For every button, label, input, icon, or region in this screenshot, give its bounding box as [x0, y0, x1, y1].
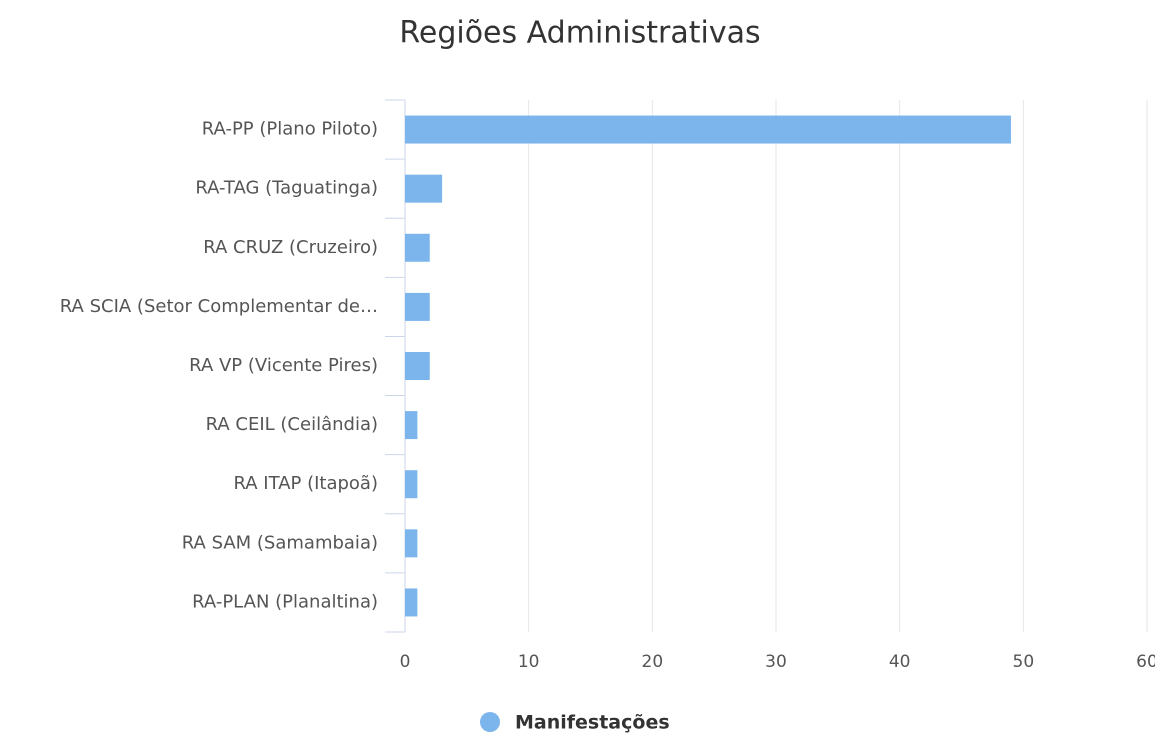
x-tick-label: 10 [518, 652, 540, 672]
bar [405, 115, 1011, 144]
x-tick-label: 20 [642, 652, 664, 672]
y-tick-label: RA-PP (Plano Piloto) [202, 119, 378, 140]
bar [405, 174, 443, 203]
x-tick-label: 60 [1136, 652, 1155, 672]
bar [405, 411, 418, 440]
bar [405, 352, 430, 380]
y-tick-label: RA SCIA (Setor Complementar de… [60, 296, 378, 317]
bar [405, 233, 430, 262]
y-tick-label: RA CRUZ (Cruzeiro) [203, 237, 378, 258]
legend-label: Manifestações [515, 712, 670, 734]
bar [405, 470, 418, 499]
y-tick-label: RA ITAP (Itapoã) [233, 473, 378, 494]
x-tick-label: 30 [765, 652, 787, 672]
y-tick-label: RA VP (Vicente Pires) [189, 355, 378, 376]
y-tick-label: RA-TAG (Taguatinga) [195, 178, 378, 199]
x-tick-label: 40 [889, 652, 911, 672]
y-tick-label: RA-PLAN (Planaltina) [192, 591, 378, 612]
bar [405, 292, 430, 321]
y-tick-label: RA SAM (Samambaia) [182, 532, 378, 553]
chart-title: Regiões Administrativas [399, 16, 760, 51]
bar [405, 588, 418, 617]
y-tick-label: RA CEIL (Ceilândia) [206, 414, 378, 435]
x-tick-label: 50 [1013, 652, 1035, 672]
legend-marker [480, 712, 500, 732]
x-tick-label: 0 [400, 652, 411, 672]
bar [405, 529, 418, 558]
